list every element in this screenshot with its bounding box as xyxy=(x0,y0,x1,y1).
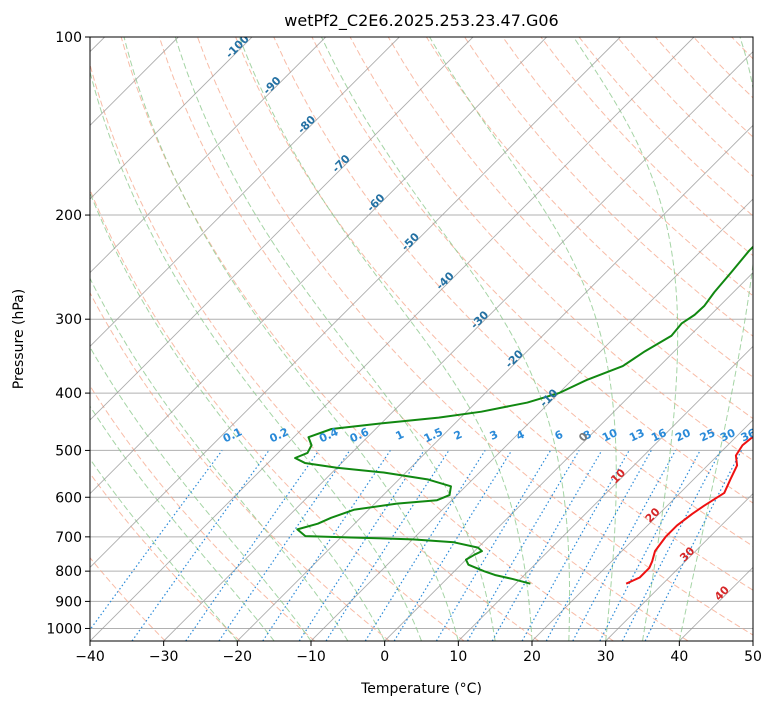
x-tick-label: −20 xyxy=(223,649,253,665)
x-tick-label: 0 xyxy=(380,649,389,665)
mixing-ratio-label: 13 xyxy=(627,426,646,444)
x-tick-label: 20 xyxy=(523,649,541,665)
isotherm-line xyxy=(90,37,621,568)
y-axis-label: Pressure (hPa) xyxy=(11,289,27,389)
mixing-ratio-label: 16 xyxy=(649,426,669,444)
moist-adiabat xyxy=(90,191,386,641)
x-tick-label: 10 xyxy=(449,649,467,665)
moist-adiabat xyxy=(678,37,753,641)
isotherm-line xyxy=(531,419,753,641)
dry-adiabat xyxy=(90,291,390,641)
mixing-ratio-line xyxy=(644,450,743,641)
moist-adiabat xyxy=(238,37,533,641)
x-axis-label: Temperature (°C) xyxy=(360,681,482,697)
moist-adiabat xyxy=(321,37,571,641)
dry-adiabat xyxy=(90,472,241,641)
isotherm-line xyxy=(90,37,695,641)
mixing-ratio-line xyxy=(521,450,630,641)
isotherm-line xyxy=(90,37,253,200)
chart-title: wetPf2_C2E6.2025.253.23.47.G06 xyxy=(284,11,558,31)
y-tick-label: 100 xyxy=(55,30,82,46)
mixing-ratio-line xyxy=(325,450,450,641)
y-tick-label: 900 xyxy=(55,594,82,610)
mixing-ratio-label: 30 xyxy=(718,426,738,444)
y-tick-label: 300 xyxy=(55,312,82,328)
y-tick-label: 700 xyxy=(55,530,82,546)
dry-adiabat xyxy=(120,37,614,641)
mixing-ratio-line xyxy=(621,450,722,641)
mixing-ratio-line xyxy=(90,450,223,631)
isotherm-line xyxy=(163,51,753,641)
x-tick-label: 50 xyxy=(744,649,762,665)
x-tick-label: −30 xyxy=(149,649,179,665)
mixing-ratio-line xyxy=(545,450,652,641)
y-tick-label: 200 xyxy=(55,208,82,224)
plot-frame xyxy=(89,36,754,642)
x-tick-label: −10 xyxy=(296,649,326,665)
dry-adiabat xyxy=(235,37,753,591)
dry-adiabat xyxy=(349,37,753,462)
moist-adiabat xyxy=(573,37,679,641)
dewpoint-profile-line xyxy=(294,245,753,585)
y-tick-label: 1000 xyxy=(46,621,82,637)
y-tick-label: 500 xyxy=(55,443,82,459)
mixing-ratio-label: 10 xyxy=(600,426,620,444)
y-tick-label: 600 xyxy=(55,490,82,506)
moist-adiabat xyxy=(123,37,459,641)
moist-adiabat xyxy=(90,458,238,641)
moist-adiabat xyxy=(90,277,349,641)
x-tick-label: 40 xyxy=(670,649,688,665)
isotherm-line xyxy=(237,124,753,641)
isotherm-line xyxy=(90,37,474,421)
moist-adiabat xyxy=(90,69,422,641)
mixing-ratio-line xyxy=(185,450,320,641)
moist-adiabat xyxy=(90,405,275,641)
dry-adiabat xyxy=(502,37,753,297)
isotherm-line xyxy=(384,272,753,641)
dry-adiabat xyxy=(90,384,316,641)
mixing-ratio-label: 25 xyxy=(698,426,717,444)
dry-adiabat xyxy=(464,37,753,337)
dry-adiabat xyxy=(387,37,753,420)
isotherm-line xyxy=(90,37,547,495)
isotherm-line xyxy=(90,37,326,274)
x-tick-label: 30 xyxy=(597,649,615,665)
isotherm-line xyxy=(90,37,400,347)
mixing-ratio-label: 36 xyxy=(739,426,759,444)
mixing-ratio-line xyxy=(572,450,677,641)
moist-adiabat xyxy=(90,346,312,641)
dry-adiabat xyxy=(90,62,540,641)
dry-adiabat xyxy=(90,188,465,641)
moist-adiabat xyxy=(429,37,617,641)
x-tick-label: −40 xyxy=(75,649,105,665)
dry-adiabat xyxy=(90,556,166,641)
y-tick-label: 800 xyxy=(55,564,82,580)
mixing-ratio-line xyxy=(218,450,351,641)
mixing-ratio-label: 20 xyxy=(673,426,693,444)
dry-adiabat xyxy=(158,37,689,641)
y-tick-label: 400 xyxy=(55,386,82,402)
isotherm-line xyxy=(605,493,753,641)
isotherm-line xyxy=(458,345,753,641)
mixing-ratio-line xyxy=(393,450,513,641)
moist-adiabat xyxy=(174,37,496,641)
mixing-ratio-line xyxy=(131,450,270,641)
dry-adiabat xyxy=(311,37,753,504)
mixing-ratio-line xyxy=(298,450,425,641)
mixing-ratio-line xyxy=(262,450,391,641)
temperature-profile-line xyxy=(625,435,753,585)
